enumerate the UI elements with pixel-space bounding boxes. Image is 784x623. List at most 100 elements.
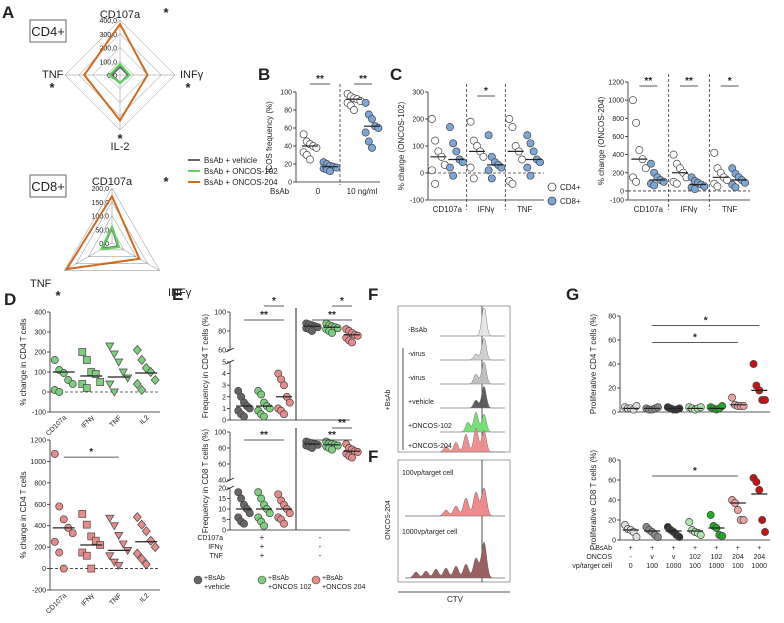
c-category-label: IFNγ	[681, 205, 698, 214]
y-tick-label: 40	[608, 362, 616, 369]
radar-tick-label: 400,0	[99, 18, 117, 25]
c-category-label: CD107a	[634, 205, 664, 214]
d-point	[105, 342, 115, 351]
b-point	[364, 137, 373, 146]
radar-grid-ring	[63, 187, 161, 271]
g-cell: +	[736, 545, 740, 552]
e-point	[328, 328, 336, 337]
panel-label-b: B	[258, 65, 270, 84]
c-point	[505, 115, 514, 123]
chart-g2: 0 20 40 60 80 Proliferative CD8 T cells (%) *	[589, 450, 770, 550]
panel-label-a: A	[2, 3, 14, 22]
d-point	[123, 374, 133, 383]
d-point	[68, 380, 77, 388]
y-tick-label: 1200	[30, 438, 46, 445]
c-category-label: IFNγ	[478, 205, 495, 214]
e-point	[240, 412, 248, 421]
chart-e1: 0 1 2 3 4 5 60 80 100 Frequency in CD4 T cells (%…	[201, 296, 362, 425]
legend-e-204-2: +ONCOS 204	[322, 584, 365, 591]
sig-label: **	[316, 74, 324, 85]
c-point	[449, 171, 458, 180]
d-point	[109, 388, 119, 397]
c-point	[445, 163, 454, 172]
d-point	[50, 356, 59, 364]
c-category-label: TNF	[722, 205, 738, 214]
y-tick-label: 40	[218, 478, 226, 485]
c-point	[458, 158, 467, 167]
d-point	[146, 535, 156, 546]
c-point	[466, 117, 475, 126]
f-histogram-0	[440, 307, 505, 337]
g-point	[653, 403, 662, 412]
b-row-label: BsAb	[270, 187, 290, 196]
sig-label: *	[693, 332, 697, 343]
sig-label: **	[328, 310, 336, 321]
y-tick-label: 200	[34, 350, 46, 357]
radar-star: *	[163, 174, 169, 189]
y-tick-label: 40	[284, 144, 292, 151]
f-histogram-4	[440, 411, 505, 433]
y-tick-label: 0	[222, 528, 226, 535]
b-point	[361, 128, 370, 137]
c-point	[632, 118, 641, 127]
c-point	[526, 171, 535, 180]
e-point	[260, 521, 268, 530]
c-point	[427, 166, 436, 175]
radar-series-1	[99, 223, 121, 251]
c-point	[431, 179, 440, 188]
d-category-label: CD107a	[45, 414, 68, 437]
f-bottom-histogram-1	[404, 541, 505, 579]
legend-e-vehicle-marker	[193, 575, 203, 585]
c-point	[635, 146, 644, 155]
e-row-labels: CD107a IFNγ TNF + + + - - -	[197, 533, 321, 560]
y-tick-label: 4	[222, 371, 226, 378]
sig-label: *	[272, 296, 276, 307]
g-cell: +	[714, 545, 718, 552]
y-axis-title: Frequency in CD4 T cells (%)	[201, 314, 210, 419]
y-tick-label: 400	[34, 523, 46, 530]
f-top-frame	[397, 305, 511, 453]
d-point	[146, 366, 156, 378]
g-cell: 100	[689, 563, 701, 570]
y-tick-label: 10	[218, 507, 226, 514]
g-point	[752, 478, 761, 486]
d-point	[137, 553, 147, 564]
radar-grid-ring	[87, 215, 137, 257]
sig-label: *	[484, 86, 488, 97]
d-point	[55, 548, 64, 557]
c-point	[508, 123, 517, 132]
c-point	[523, 131, 532, 140]
f-x-label: CTV	[447, 595, 464, 604]
radar-star: *	[163, 5, 169, 20]
c-point	[427, 115, 436, 123]
y-tick-label: 0	[288, 180, 292, 187]
legend-e: +BsAb +vehicle +BsAb +ONCOS 102 +BsAb +O…	[193, 575, 365, 591]
c-point	[650, 181, 659, 190]
e-plus-1: +	[260, 533, 265, 542]
y-tick-label: 1000	[30, 459, 46, 466]
e-point	[353, 331, 362, 340]
d-point	[78, 510, 87, 518]
y-tick-label: 80	[608, 314, 616, 321]
panel-f: -BsAb -virus -virus +vehicle +ONCOS-102 +ONCO…	[385, 305, 511, 604]
e-point	[245, 509, 254, 518]
b-category-label: 0	[316, 187, 321, 196]
d-point	[82, 384, 91, 392]
g-point	[718, 532, 727, 540]
f-row-label: +ONCOS-204	[408, 443, 452, 450]
e-point	[285, 509, 294, 518]
c-point	[710, 148, 719, 157]
y-tick-label: 80	[608, 458, 616, 465]
y-tick-label: 300	[412, 90, 424, 97]
d-point	[78, 348, 87, 356]
radar-axis-label: TNF	[42, 69, 64, 81]
panel-label-g: G	[566, 285, 579, 304]
b-point	[374, 124, 383, 132]
panel-label-c: C	[390, 65, 402, 84]
radar-tick-label: 300,0	[99, 32, 117, 39]
y-tick-label: 0	[42, 566, 46, 573]
